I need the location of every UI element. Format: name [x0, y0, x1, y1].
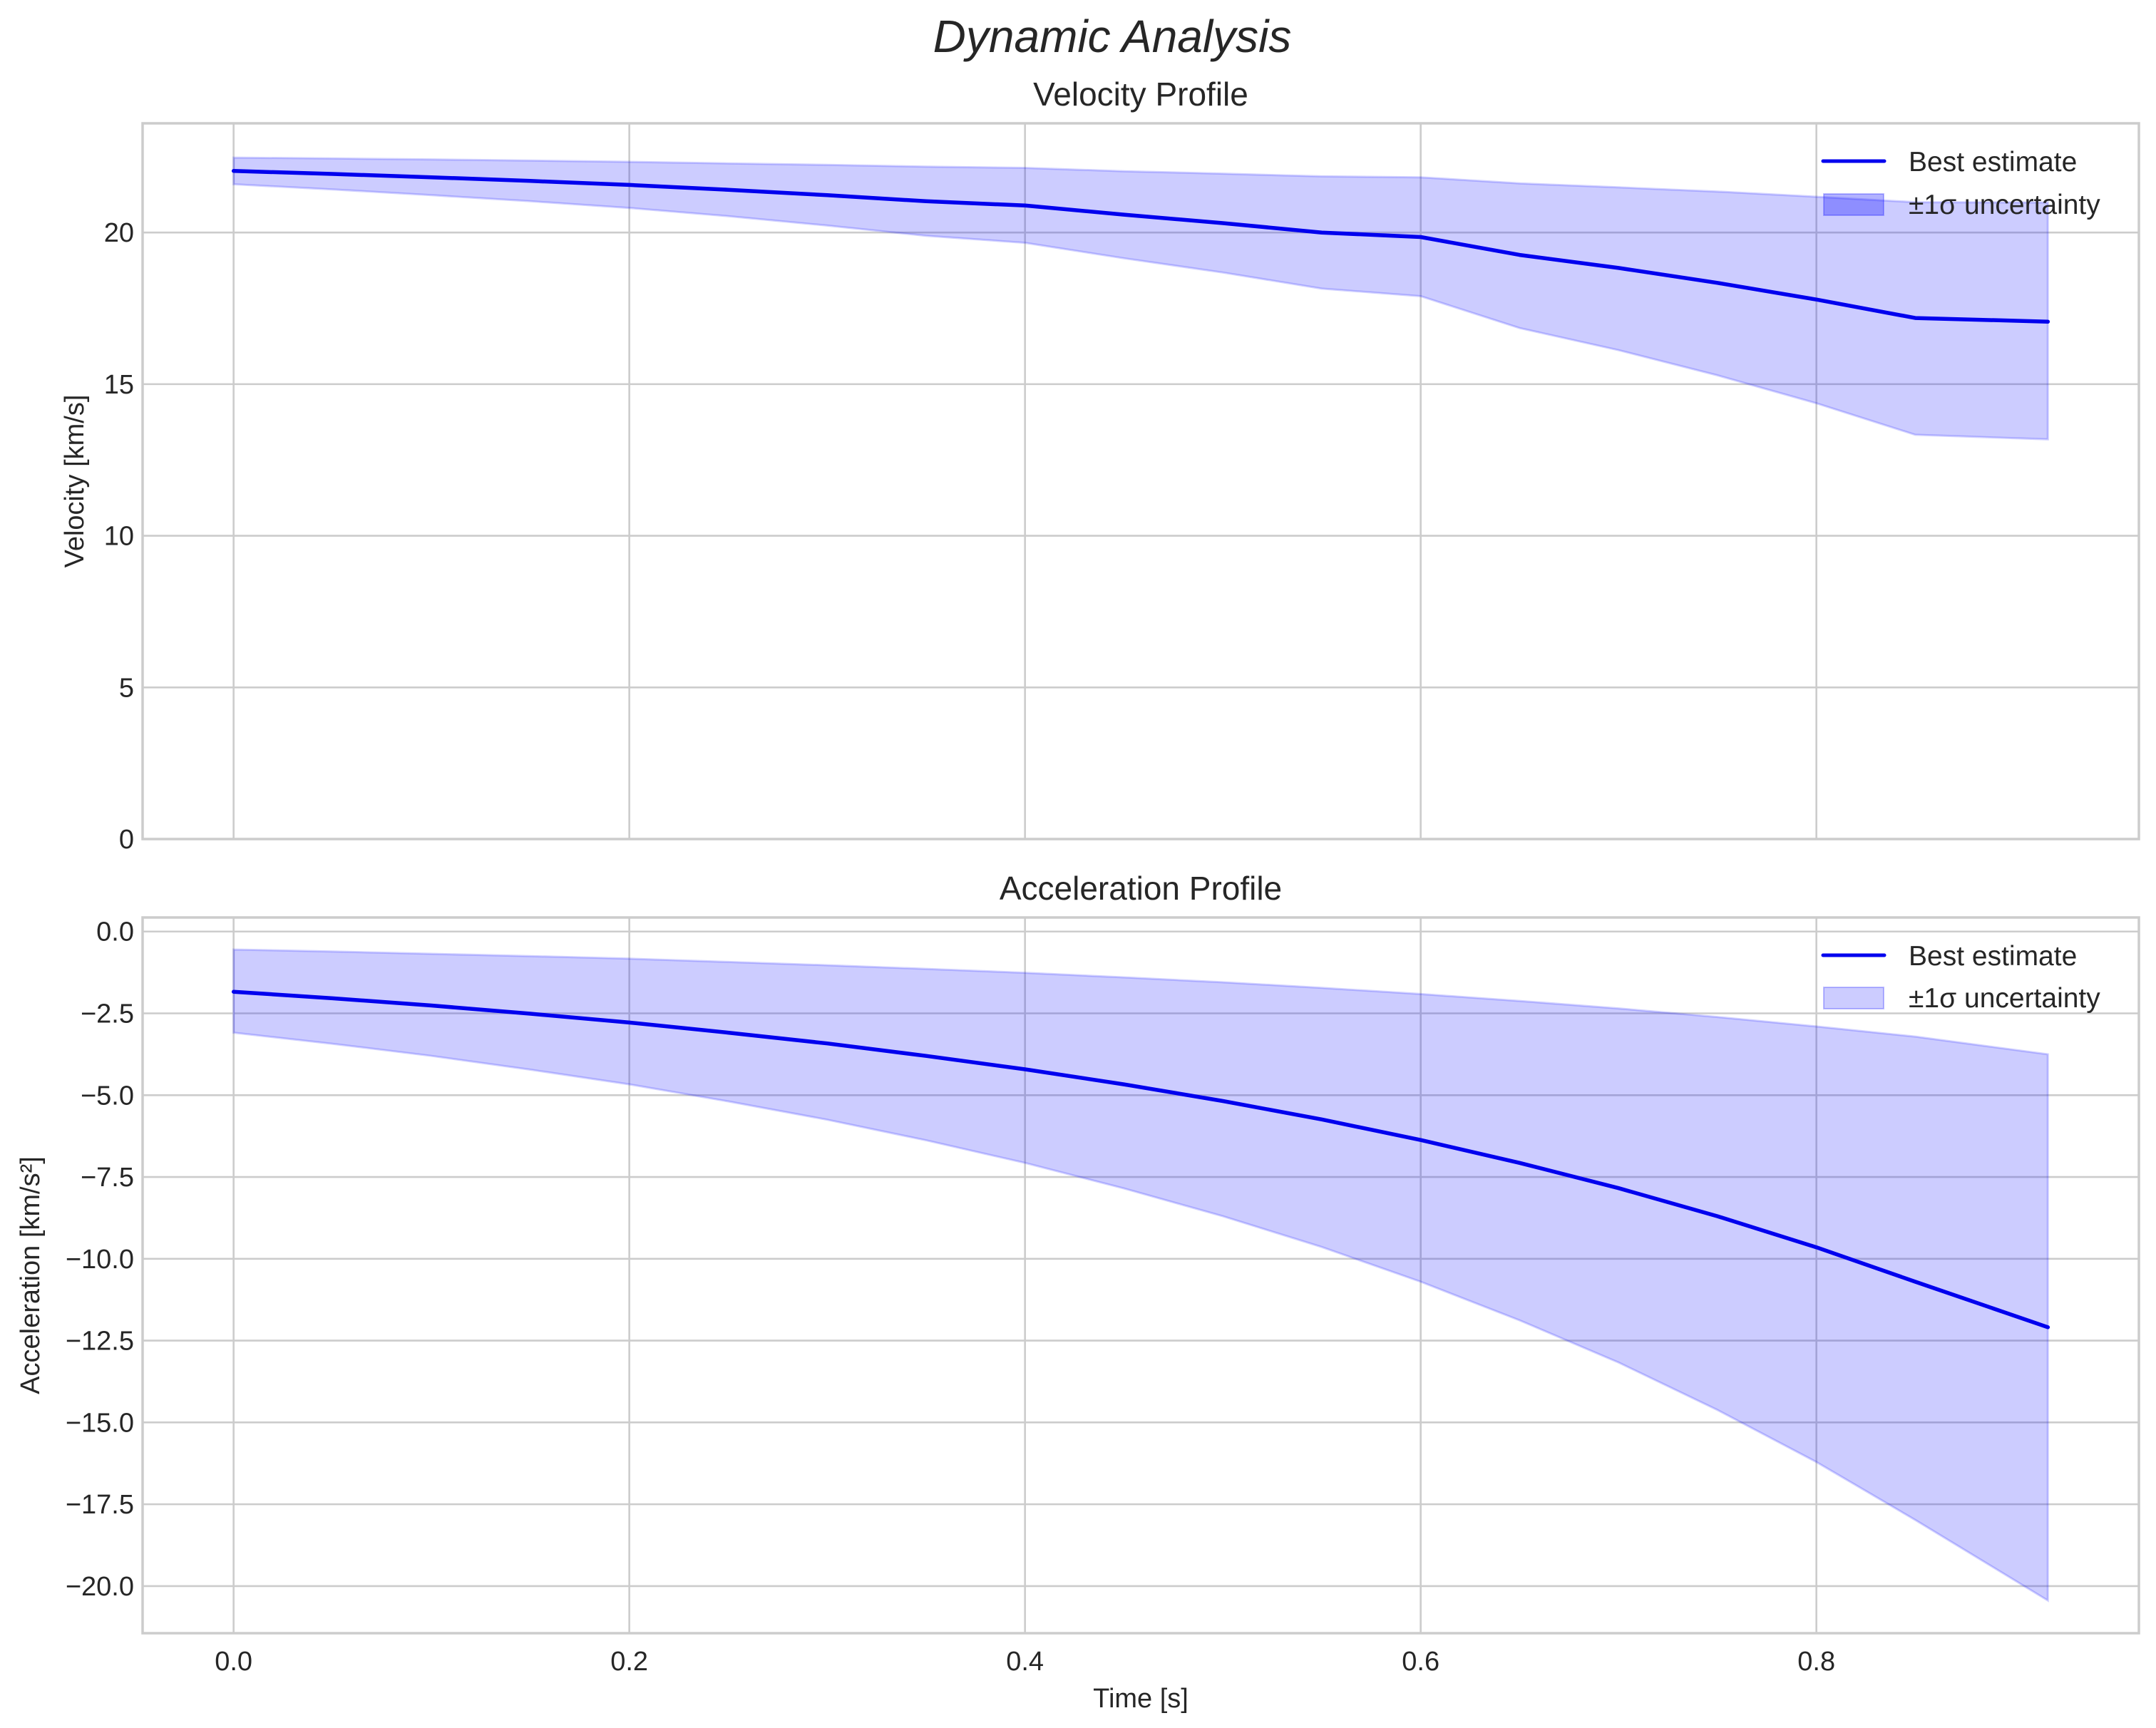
y-tick-label: −15.0: [66, 1408, 134, 1438]
y-tick-label: 10: [104, 522, 134, 552]
legend-label-uncertainty: ±1σ uncertainty: [1909, 190, 2100, 220]
y-tick-label: −2.5: [81, 999, 134, 1029]
y-tick-label: −17.5: [66, 1490, 134, 1520]
legend-band-swatch-icon: [1823, 987, 1884, 1009]
velocity-uncertainty-band: [232, 156, 2049, 441]
x-tick-label: 0.4: [1006, 1647, 1044, 1677]
acceleration-gridlines: [143, 917, 2139, 1633]
acceleration-y-axis-label: Acceleration [km/s²]: [16, 1156, 46, 1394]
y-tick-label: −12.5: [66, 1327, 134, 1357]
y-tick-label: −5.0: [81, 1081, 134, 1111]
best-estimate-line: [231, 989, 2050, 1330]
x-tick-label: 0.2: [610, 1647, 648, 1677]
uncertainty-band-area: [232, 948, 2049, 1603]
y-tick-label: 0: [119, 825, 134, 855]
legend-label-uncertainty: ±1σ uncertainty: [1909, 983, 2100, 1014]
velocity-axes-frame: [141, 122, 2140, 840]
uncertainty-band-area: [232, 156, 2049, 441]
legend-label-best-estimate: Best estimate: [1909, 147, 2077, 178]
acceleration-best-estimate-line: [231, 989, 2050, 1330]
acceleration-uncertainty-band: [232, 948, 2049, 1603]
x-tick-label: 0.8: [1797, 1647, 1835, 1677]
acceleration-subplot: Acceleration Profile 0.0 −2.5 −5.0 −7.5 −10.…: [16, 870, 2140, 1714]
acceleration-x-tick-labels: 0.0 0.2 0.4 0.6 0.8: [215, 1647, 1835, 1677]
x-axis-label: Time [s]: [1093, 1684, 1189, 1714]
x-tick-label: 0.6: [1402, 1647, 1439, 1677]
y-tick-label: 0.0: [96, 917, 134, 947]
velocity-subplot: Velocity Profile 0 5 10 15 20 Velocity [km/s…: [60, 76, 2140, 855]
y-tick-label: −10.0: [66, 1245, 134, 1275]
velocity-y-tick-labels: 0 5 10 15 20: [104, 218, 134, 855]
velocity-legend: Best estimate ±1σ uncertainty: [1821, 147, 2100, 220]
x-tick-label: 0.0: [215, 1647, 252, 1677]
best-estimate-line: [231, 169, 2050, 324]
y-tick-label: 20: [104, 218, 134, 248]
acceleration-legend: Best estimate ±1σ uncertainty: [1821, 941, 2100, 1014]
figure-title: Dynamic Analysis: [933, 11, 1292, 62]
legend-band-swatch-icon: [1823, 193, 1884, 216]
velocity-y-axis-label: Velocity [km/s]: [60, 395, 90, 568]
y-tick-label: −20.0: [66, 1572, 134, 1602]
y-tick-label: 15: [104, 370, 134, 400]
y-tick-label: −7.5: [81, 1163, 134, 1193]
acceleration-subplot-title: Acceleration Profile: [1000, 870, 1282, 907]
legend-label-best-estimate: Best estimate: [1909, 941, 2077, 972]
acceleration-axes-frame: [141, 916, 2140, 1635]
velocity-subplot-title: Velocity Profile: [1033, 76, 1248, 113]
velocity-best-estimate-line: [231, 169, 2050, 324]
y-tick-label: 5: [119, 673, 134, 703]
acceleration-y-tick-labels: 0.0 −2.5 −5.0 −7.5 −10.0 −12.5 −15.0 −17.5 −20.0: [66, 917, 134, 1602]
